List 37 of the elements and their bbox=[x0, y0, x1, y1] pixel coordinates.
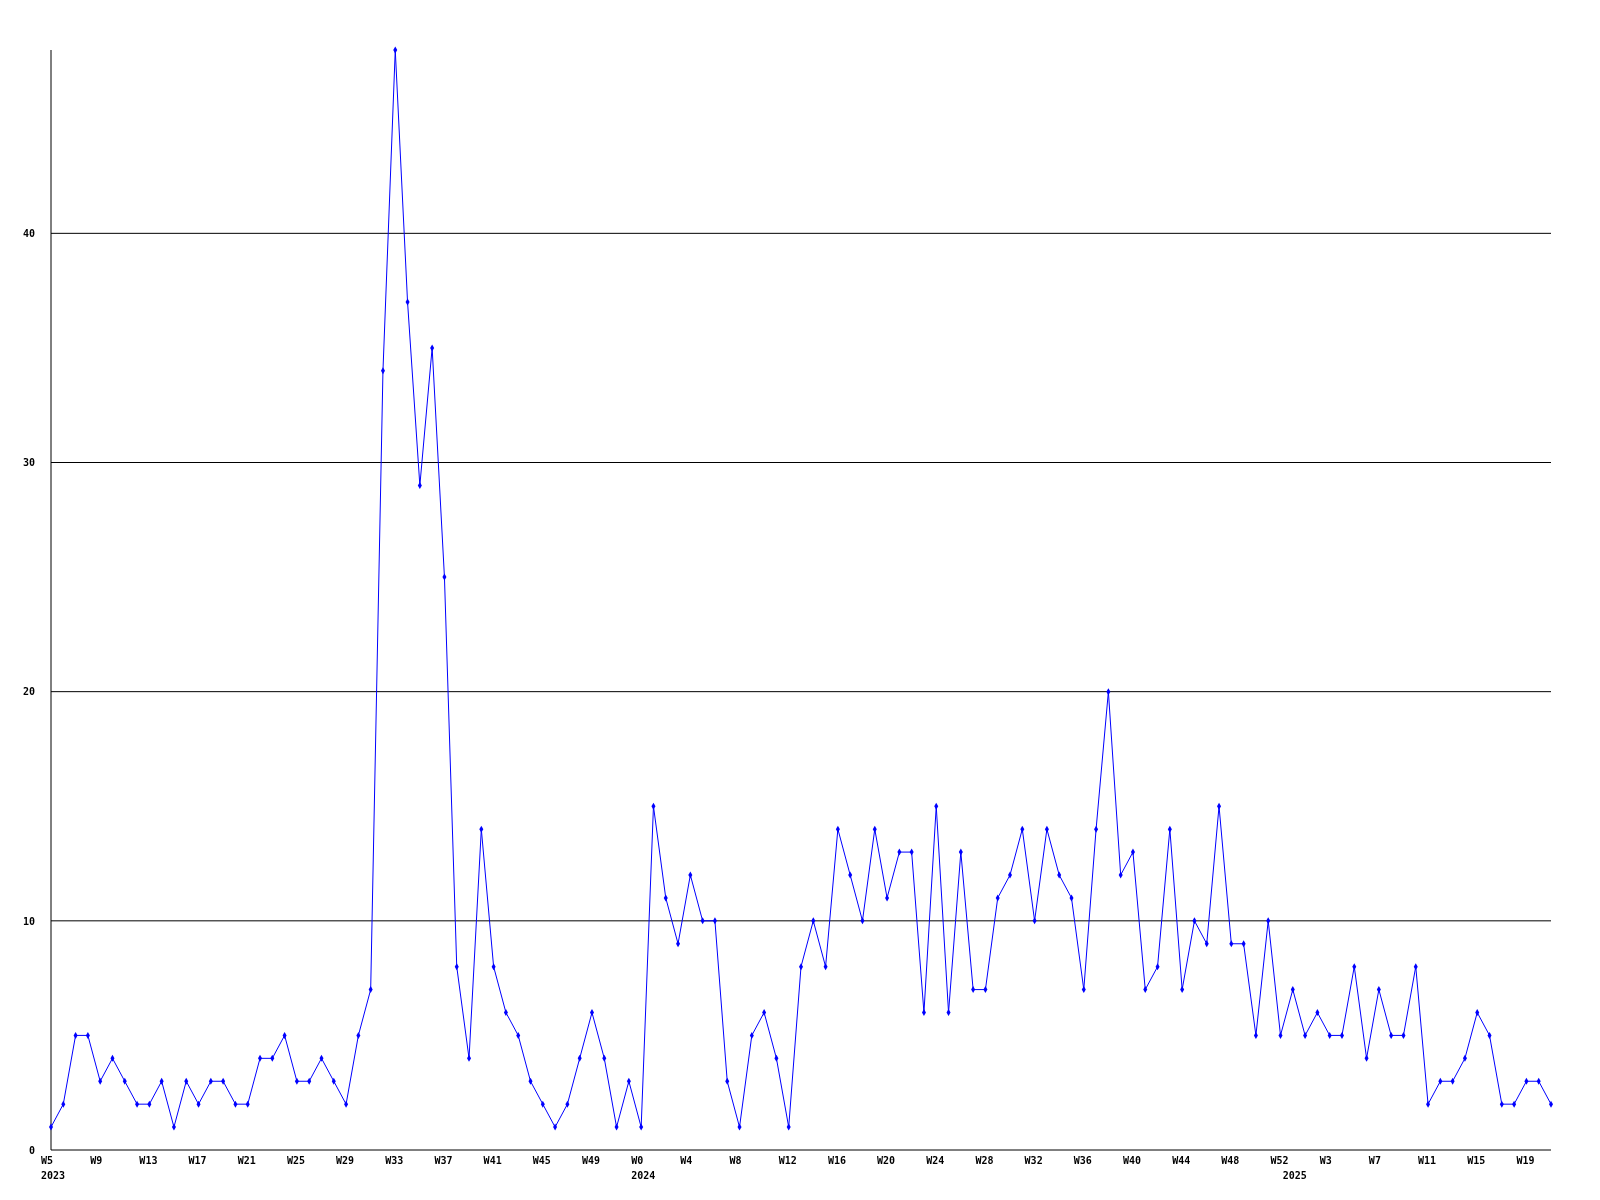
x-tick-label: W8 bbox=[729, 1155, 742, 1166]
x-tick-label: W15 bbox=[1467, 1155, 1486, 1166]
y-tick-label: 20 bbox=[22, 686, 35, 698]
x-tick-label: W37 bbox=[434, 1155, 453, 1166]
x-tick-label: W4 bbox=[680, 1155, 693, 1166]
x-tick-label: W3 bbox=[1319, 1155, 1332, 1166]
x-tick-label: W40 bbox=[1122, 1155, 1142, 1166]
x-tick-label: W20 bbox=[877, 1155, 896, 1166]
x-tick-label: W19 bbox=[1516, 1155, 1535, 1166]
x-tick-label: W32 bbox=[1024, 1155, 1043, 1166]
x-tick-label: W11 bbox=[1418, 1155, 1437, 1166]
y-tick-label: 40 bbox=[22, 228, 35, 240]
x-tick-label: W24 bbox=[926, 1155, 945, 1166]
x-tick-label: W52 bbox=[1270, 1155, 1289, 1166]
x-tick-label: W7 bbox=[1368, 1155, 1381, 1166]
x-tick-label: W0 2024 bbox=[631, 1155, 656, 1181]
x-tick-label: W21 bbox=[237, 1155, 256, 1166]
x-tick-label: W49 bbox=[581, 1155, 601, 1166]
x-tick-label: W9 bbox=[90, 1155, 103, 1166]
x-tick-label: W13 bbox=[139, 1155, 158, 1166]
x-tick-label: W25 bbox=[286, 1155, 305, 1166]
x-tick-label: W36 bbox=[1073, 1155, 1092, 1166]
x-tick-label: W41 bbox=[483, 1155, 502, 1166]
x-tick-label: W17 bbox=[188, 1155, 207, 1166]
x-tick-label: W45 bbox=[532, 1155, 551, 1166]
x-tick-label: W44 bbox=[1172, 1155, 1191, 1166]
x-tick-label: W16 bbox=[827, 1155, 846, 1166]
y-tick-label: 0 bbox=[28, 1144, 35, 1156]
x-tick-label: W5 2023 bbox=[41, 1155, 66, 1181]
x-tick-label: W33 bbox=[385, 1155, 404, 1166]
x-tick-label: W28 bbox=[975, 1155, 994, 1166]
x-tick-label: W29 bbox=[336, 1155, 355, 1166]
y-tick-label: 10 bbox=[22, 915, 35, 927]
y-tick-label: 30 bbox=[22, 457, 35, 469]
x-tick-label: W48 bbox=[1221, 1155, 1240, 1166]
x-tick-label: 2025 bbox=[1282, 1170, 1307, 1181]
x-tick-label: W12 bbox=[778, 1155, 797, 1166]
